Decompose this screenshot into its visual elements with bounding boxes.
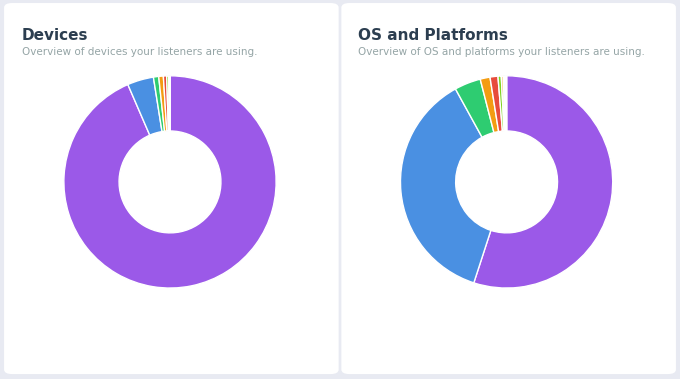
- Wedge shape: [154, 77, 165, 132]
- Wedge shape: [158, 76, 167, 131]
- Text: OS and Platforms: OS and Platforms: [358, 28, 508, 44]
- Text: Overview of OS and platforms your listeners are using.: Overview of OS and platforms your listen…: [358, 47, 645, 57]
- Wedge shape: [480, 77, 498, 133]
- Wedge shape: [169, 76, 170, 131]
- Wedge shape: [490, 76, 503, 132]
- Wedge shape: [503, 76, 506, 131]
- Wedge shape: [163, 76, 169, 131]
- Wedge shape: [501, 76, 505, 131]
- Wedge shape: [456, 79, 494, 137]
- Wedge shape: [505, 76, 507, 131]
- Wedge shape: [64, 76, 276, 288]
- Wedge shape: [474, 76, 613, 288]
- Text: Overview of devices your listeners are using.: Overview of devices your listeners are u…: [22, 47, 257, 57]
- Wedge shape: [401, 89, 491, 283]
- Text: Devices: Devices: [22, 28, 88, 44]
- Wedge shape: [128, 77, 162, 135]
- Wedge shape: [498, 76, 504, 131]
- Wedge shape: [167, 76, 169, 131]
